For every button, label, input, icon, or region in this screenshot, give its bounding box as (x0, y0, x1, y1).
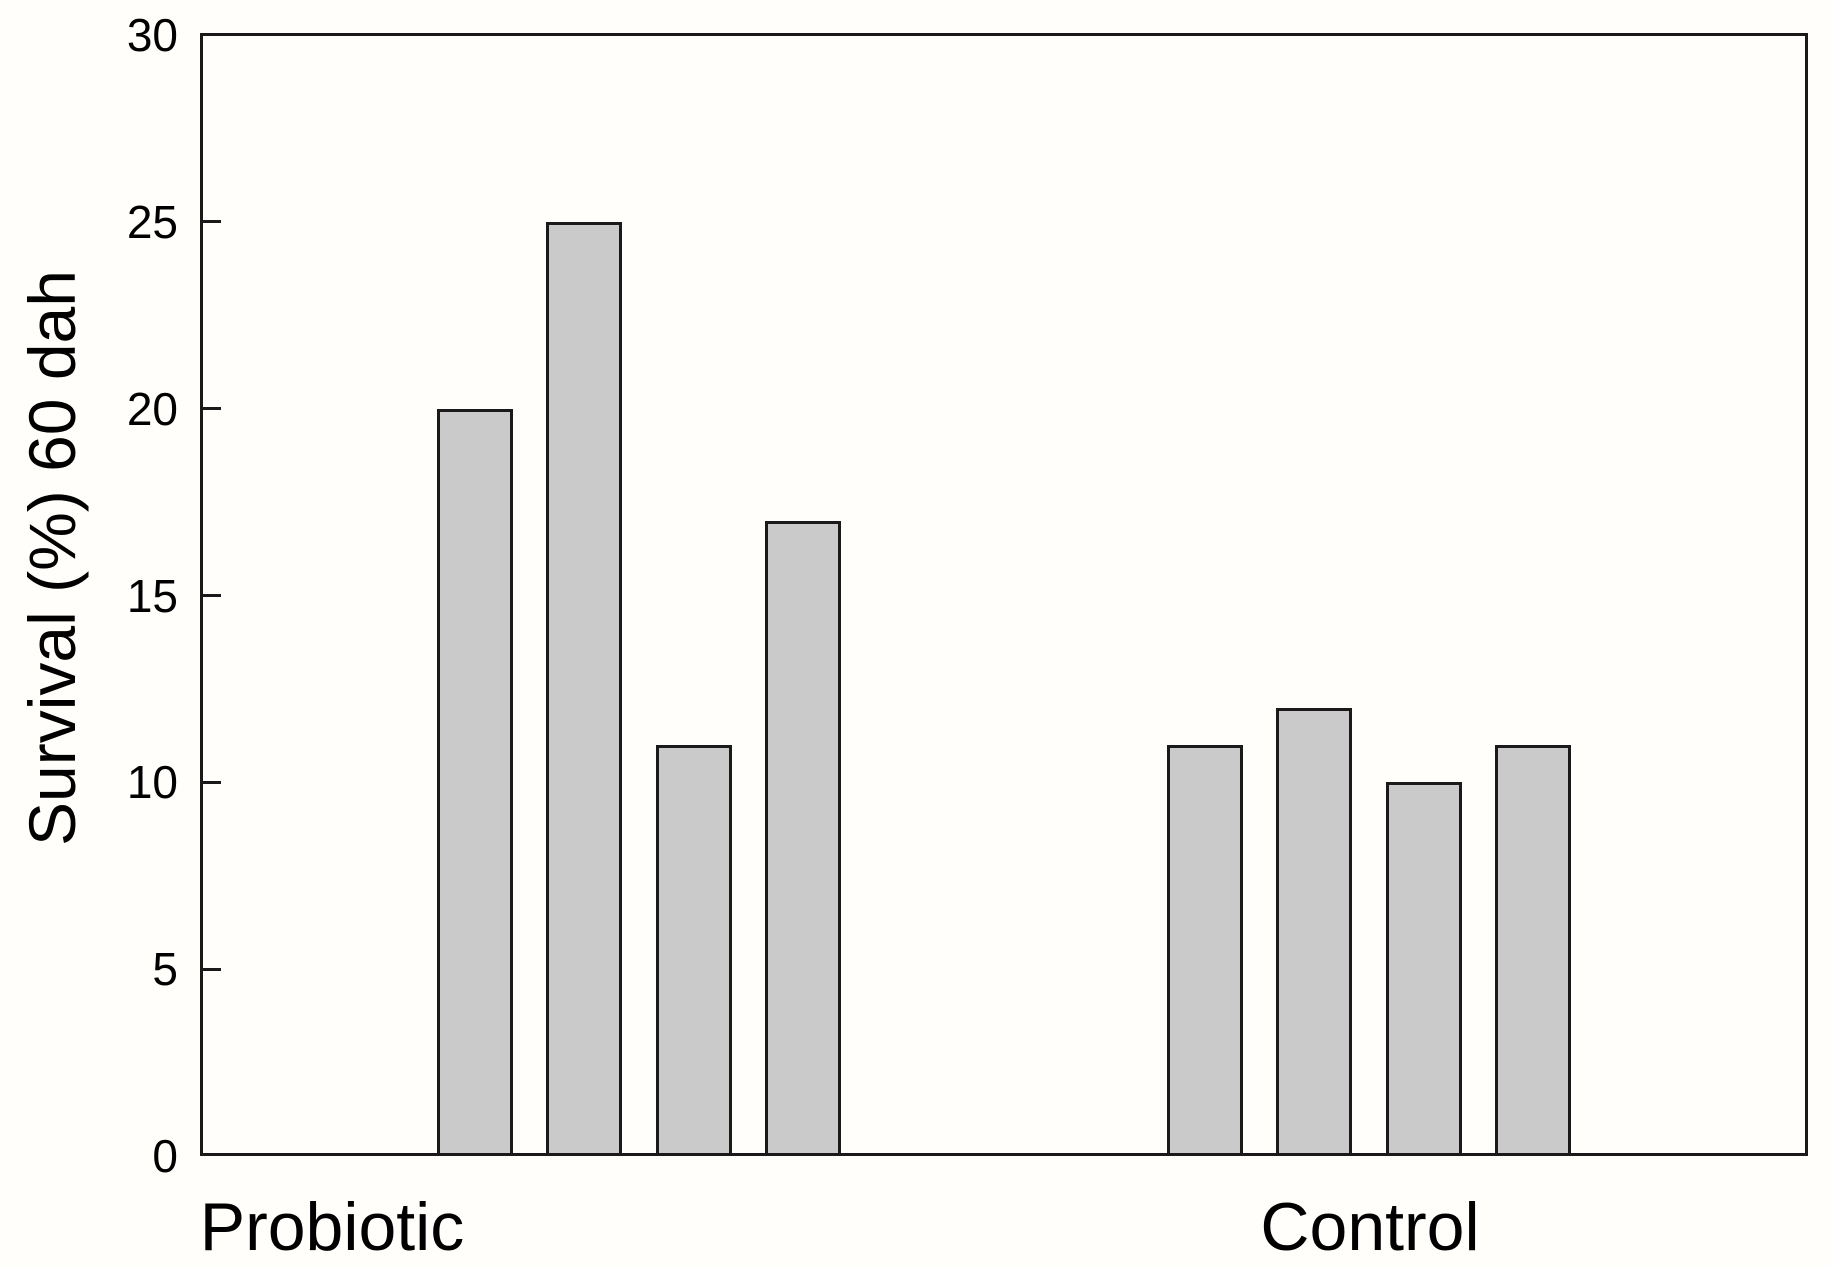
y-axis-tick (203, 407, 221, 411)
bar-control-2 (1276, 707, 1353, 1156)
bar-control-3 (1385, 782, 1462, 1156)
y-axis-tick (203, 594, 221, 597)
x-axis-label-control: Control (1260, 1189, 1480, 1265)
y-axis-tick-label: 10 (126, 756, 178, 809)
bar-control-1 (1166, 744, 1243, 1156)
y-axis-tick (203, 220, 221, 224)
bar-probiotic-3 (655, 744, 732, 1156)
y-axis-tick-label: 20 (126, 382, 178, 435)
bar-probiotic-4 (765, 520, 842, 1156)
y-axis-tick-label: 5 (152, 943, 178, 996)
y-axis-tick-label: 30 (126, 9, 178, 61)
y-axis-tick-label: 15 (126, 569, 178, 622)
y-axis-tick-label: 0 (152, 1130, 178, 1182)
y-axis-tick-label: 25 (126, 195, 178, 248)
y-axis-tick (203, 780, 221, 784)
plot-frame (200, 33, 1808, 1156)
bar-control-4 (1495, 744, 1572, 1156)
y-axis-tick (203, 967, 221, 971)
bar-probiotic-1 (436, 408, 513, 1156)
bar-probiotic-2 (546, 221, 623, 1156)
x-axis-label-probiotic: Probiotic (199, 1189, 465, 1265)
